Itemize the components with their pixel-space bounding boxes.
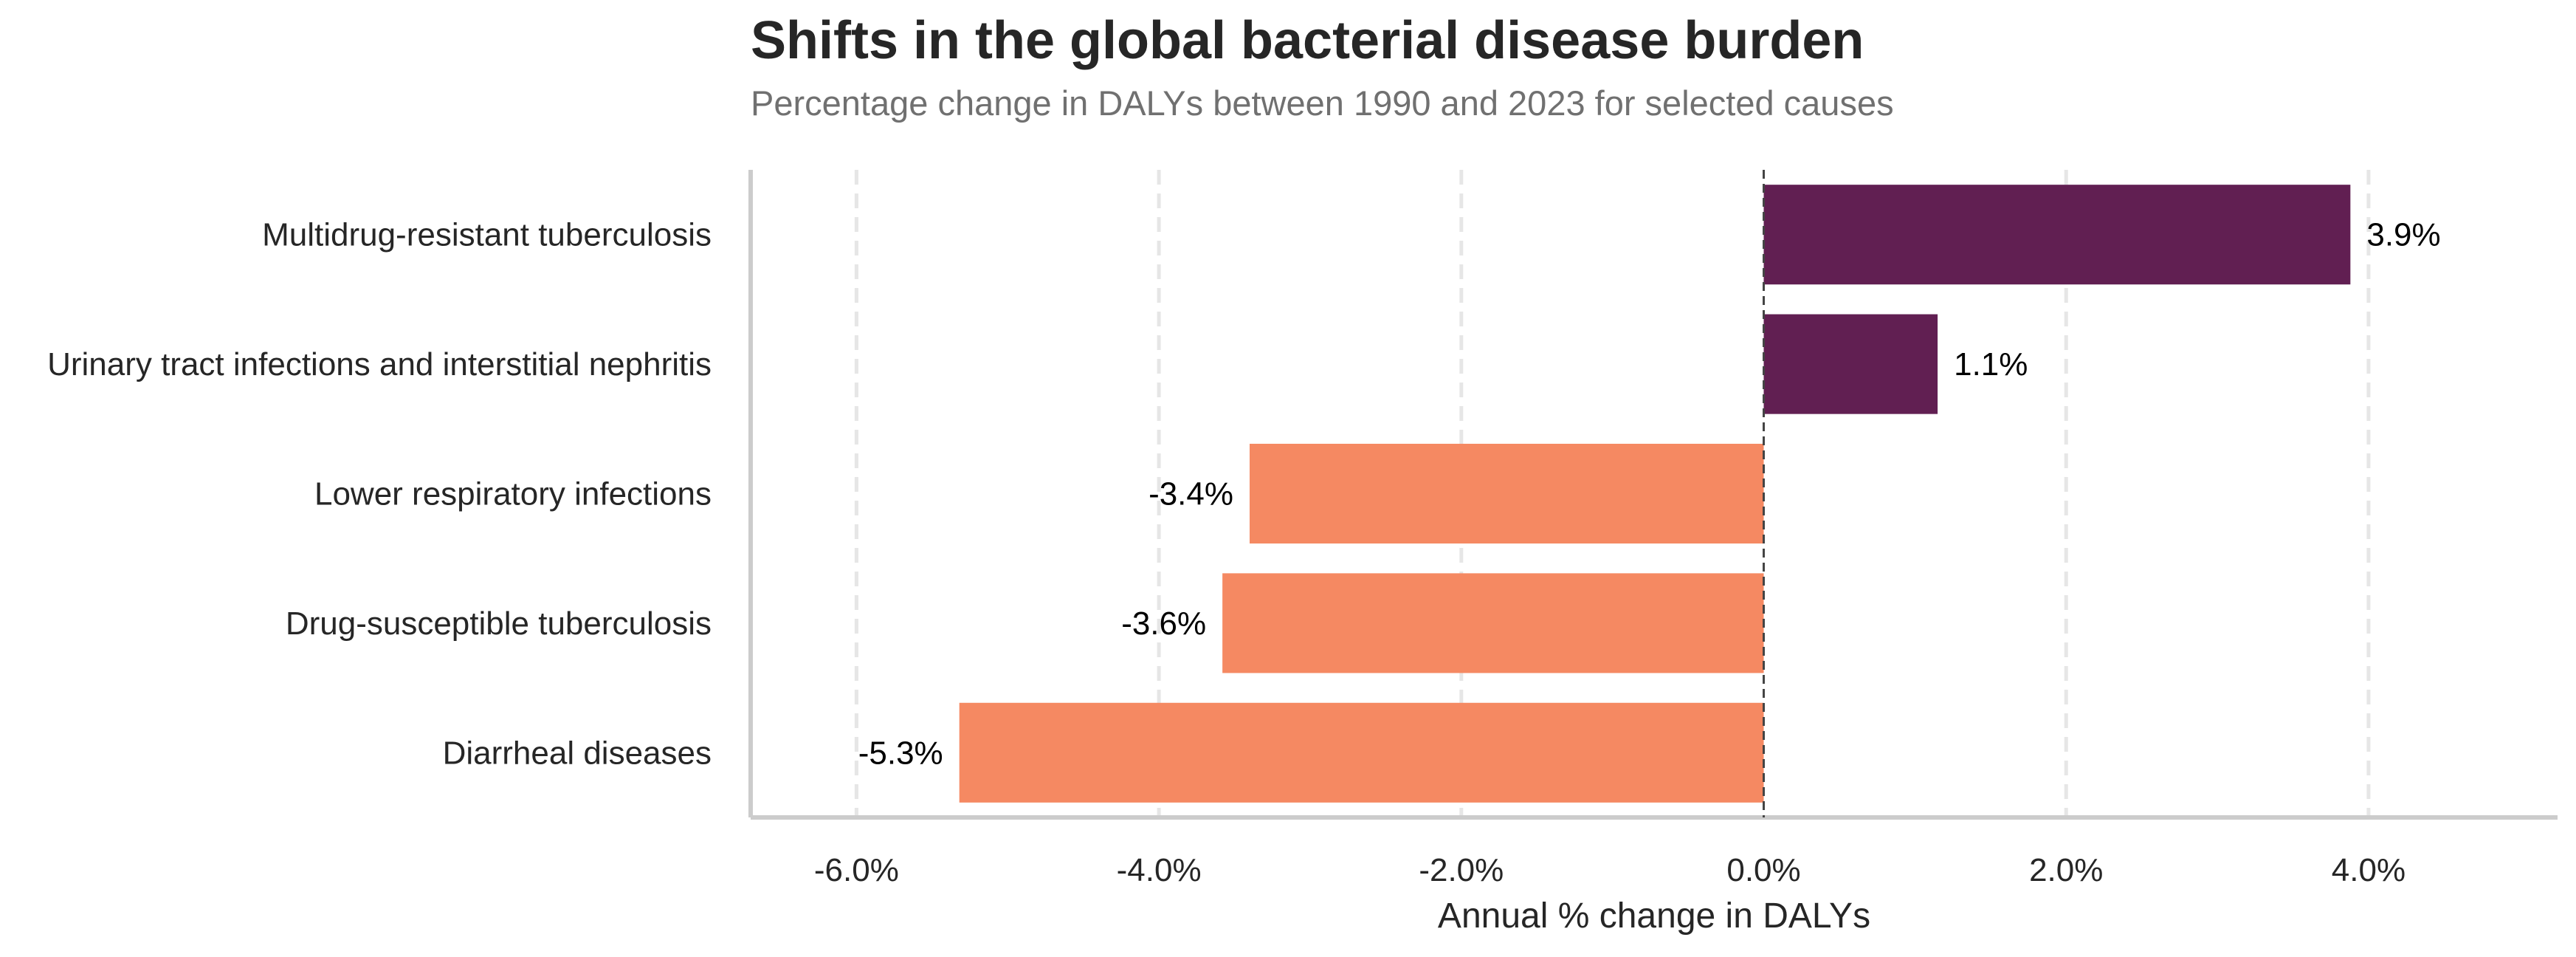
bar xyxy=(1250,443,1764,544)
x-tick-label: 0.0% xyxy=(1726,852,1800,888)
x-tick-label: -4.0% xyxy=(1117,852,1202,888)
category-label: Multidrug-resistant tuberculosis xyxy=(262,217,712,253)
data-label: 3.9% xyxy=(2366,217,2440,253)
category-label: Diarrheal diseases xyxy=(443,735,712,771)
bar xyxy=(959,702,1764,803)
category-label: Lower respiratory infections xyxy=(314,476,712,512)
bar xyxy=(1222,573,1764,673)
category-label: Drug-susceptible tuberculosis xyxy=(286,606,712,642)
bars xyxy=(959,185,2351,803)
chart-title: Shifts in the global bacterial disease b… xyxy=(751,11,1864,70)
axes xyxy=(748,170,2558,820)
data-label: -5.3% xyxy=(858,735,943,771)
category-label: Urinary tract infections and interstitia… xyxy=(47,346,712,383)
x-tick-label: -2.0% xyxy=(1419,852,1504,888)
data-label: -3.4% xyxy=(1148,476,1233,512)
bar xyxy=(1763,314,1938,414)
data-label: -3.6% xyxy=(1121,606,1206,642)
category-labels: Multidrug-resistant tuberculosis Urinary … xyxy=(47,217,712,772)
data-label: 1.1% xyxy=(1954,346,2028,383)
x-tick-label: -6.0% xyxy=(814,852,899,888)
x-tick-labels: -6.0% -4.0% -2.0% 0.0% 2.0% 4.0% xyxy=(814,852,2405,888)
x-axis-label: Annual % change in DALYs xyxy=(1438,896,1870,936)
x-tick-label: 4.0% xyxy=(2332,852,2405,888)
chart-subtitle: Percentage change in DALYs between 1990 … xyxy=(751,83,1894,123)
x-tick-label: 2.0% xyxy=(2029,852,2103,888)
data-labels: 3.9% 1.1% -3.4% -3.6% -5.3% xyxy=(858,217,2441,772)
bar xyxy=(1763,185,2351,285)
